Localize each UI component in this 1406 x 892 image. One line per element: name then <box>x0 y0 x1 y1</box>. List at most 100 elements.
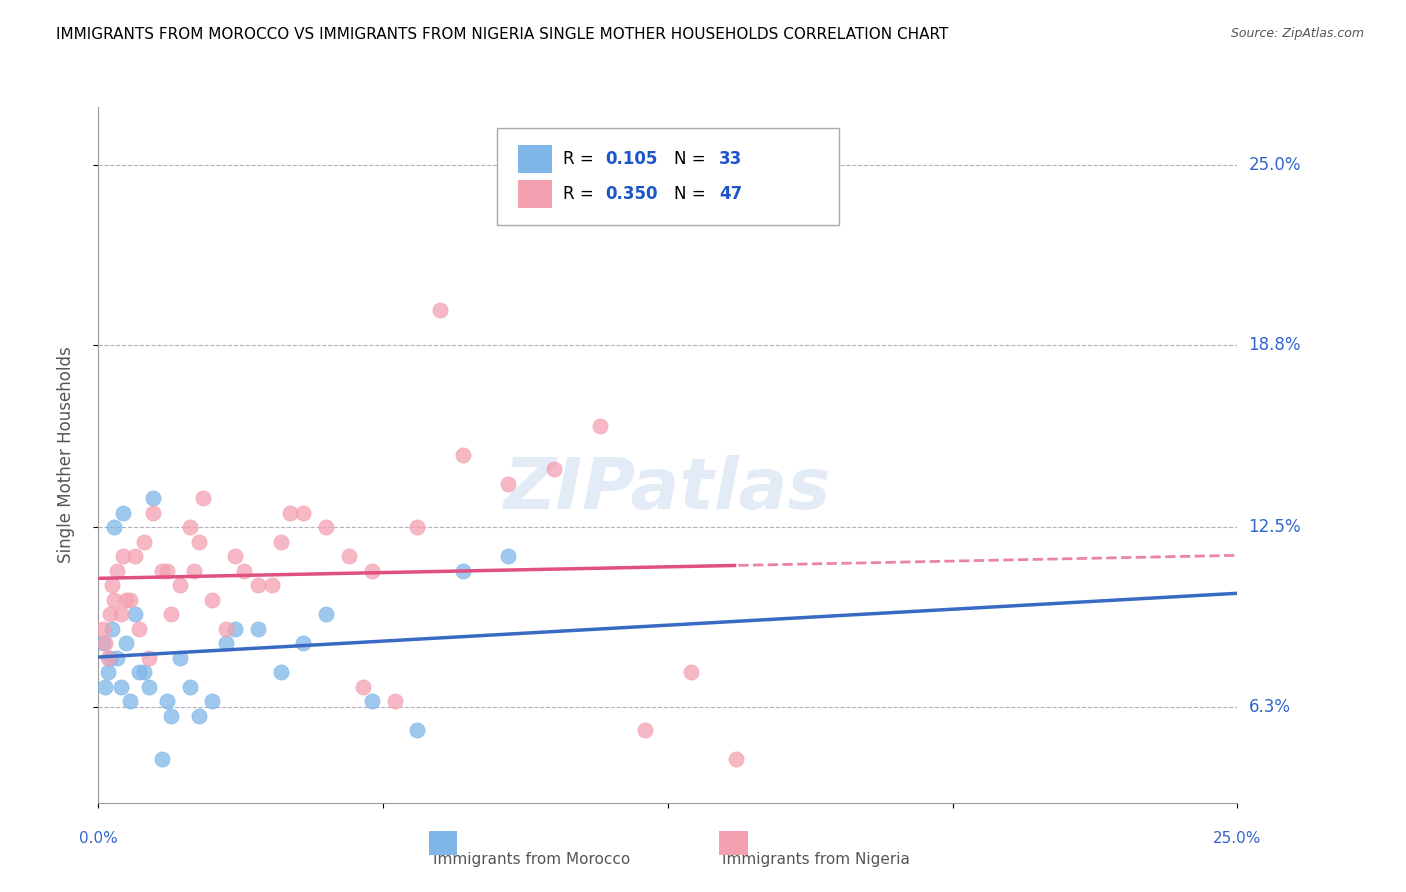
FancyBboxPatch shape <box>718 830 748 855</box>
Point <box>233 564 256 578</box>
Point <box>187 708 209 723</box>
Point <box>260 578 283 592</box>
Text: 6.3%: 6.3% <box>1249 698 1291 716</box>
Point <box>114 592 136 607</box>
Point <box>112 506 135 520</box>
Point <box>91 636 114 650</box>
Point <box>114 636 136 650</box>
Point <box>142 491 165 506</box>
Point <box>384 694 406 708</box>
Point <box>110 607 132 622</box>
Point <box>179 520 201 534</box>
Point <box>112 549 135 564</box>
Point <box>94 680 117 694</box>
FancyBboxPatch shape <box>429 830 457 855</box>
Point <box>120 694 142 708</box>
Point <box>179 680 201 694</box>
Point <box>498 476 520 491</box>
Point <box>132 665 155 680</box>
Point <box>588 419 610 434</box>
Text: R =: R = <box>562 185 593 203</box>
Point <box>160 607 183 622</box>
Text: 12.5%: 12.5% <box>1249 518 1301 536</box>
Point <box>337 549 360 564</box>
Point <box>156 564 179 578</box>
Text: R =: R = <box>562 150 593 169</box>
FancyBboxPatch shape <box>498 128 839 226</box>
Point <box>278 506 301 520</box>
Point <box>138 680 160 694</box>
Point <box>429 303 451 318</box>
Point <box>193 491 215 506</box>
Text: 0.0%: 0.0% <box>79 830 118 846</box>
Point <box>96 665 118 680</box>
Text: IMMIGRANTS FROM MOROCCO VS IMMIGRANTS FROM NIGERIA SINGLE MOTHER HOUSEHOLDS CORR: IMMIGRANTS FROM MOROCCO VS IMMIGRANTS FR… <box>56 27 949 42</box>
Point <box>91 622 114 636</box>
Point <box>315 607 337 622</box>
Point <box>451 564 474 578</box>
Point <box>224 622 246 636</box>
Point <box>270 535 292 549</box>
Point <box>224 549 246 564</box>
Point <box>201 694 224 708</box>
Point <box>156 694 179 708</box>
Point <box>498 549 520 564</box>
Text: 25.0%: 25.0% <box>1213 830 1261 846</box>
Point <box>406 723 429 738</box>
Point <box>360 694 382 708</box>
Text: 33: 33 <box>718 150 742 169</box>
Text: Source: ZipAtlas.com: Source: ZipAtlas.com <box>1230 27 1364 40</box>
Point <box>292 506 315 520</box>
Point <box>160 708 183 723</box>
Point <box>451 448 474 462</box>
Point <box>215 622 238 636</box>
Point <box>270 665 292 680</box>
Text: 18.8%: 18.8% <box>1249 335 1301 354</box>
Point <box>96 651 118 665</box>
FancyBboxPatch shape <box>517 180 551 208</box>
Y-axis label: Single Mother Households: Single Mother Households <box>56 347 75 563</box>
Text: 0.350: 0.350 <box>605 185 658 203</box>
Point <box>124 549 146 564</box>
Point <box>187 535 209 549</box>
Point <box>98 651 121 665</box>
Point <box>183 564 205 578</box>
Point <box>169 651 191 665</box>
Point <box>360 564 382 578</box>
Point <box>101 578 124 592</box>
Point <box>98 607 121 622</box>
Text: 25.0%: 25.0% <box>1249 156 1301 174</box>
Text: Immigrants from Morocco: Immigrants from Morocco <box>433 852 630 866</box>
Point <box>634 723 657 738</box>
Point <box>105 564 128 578</box>
Point <box>105 651 128 665</box>
Point <box>128 665 150 680</box>
Point <box>352 680 374 694</box>
Point <box>679 665 702 680</box>
Text: ZIPatlas: ZIPatlas <box>505 455 831 524</box>
Point <box>150 752 173 766</box>
Point <box>132 535 155 549</box>
Text: N =: N = <box>673 185 706 203</box>
Text: Immigrants from Nigeria: Immigrants from Nigeria <box>721 852 910 866</box>
Point <box>124 607 146 622</box>
Point <box>169 578 191 592</box>
Point <box>94 636 117 650</box>
Text: 0.105: 0.105 <box>605 150 658 169</box>
Point <box>201 592 224 607</box>
Point <box>103 592 125 607</box>
Point <box>110 680 132 694</box>
Text: N =: N = <box>673 150 706 169</box>
Point <box>543 462 565 476</box>
Point <box>246 622 269 636</box>
Point <box>725 752 748 766</box>
Point <box>246 578 269 592</box>
Point <box>101 622 124 636</box>
FancyBboxPatch shape <box>517 145 551 173</box>
Point <box>103 520 125 534</box>
Point <box>150 564 173 578</box>
Point <box>120 592 142 607</box>
Point <box>128 622 150 636</box>
Point <box>215 636 238 650</box>
Point <box>142 506 165 520</box>
